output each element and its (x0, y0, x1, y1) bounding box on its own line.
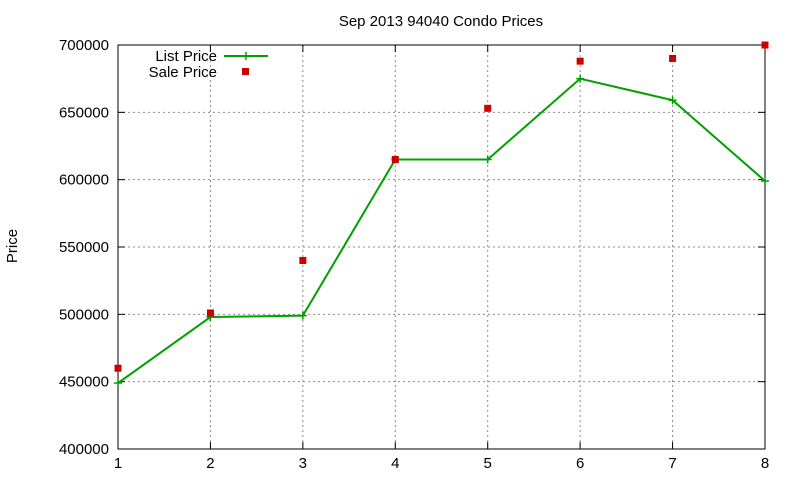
x-tick-label: 2 (206, 455, 214, 472)
x-tick-label: 6 (576, 455, 584, 472)
series-layer (114, 41, 769, 388)
x-tick-label: 7 (668, 455, 676, 472)
legend-label-sale-price: Sale Price (149, 64, 217, 81)
x-tick-label: 1 (114, 455, 122, 472)
y-tick-label: 600000 (59, 172, 109, 189)
list-price-line (117, 77, 766, 384)
list-price-point (761, 177, 769, 186)
sale-price-point (669, 54, 677, 62)
legend-marker-sale-price (242, 68, 249, 75)
list-price-point (483, 155, 492, 164)
legend-label-list-price: List Price (155, 48, 217, 65)
sale-price-point (114, 364, 122, 372)
plot-frame (117, 44, 766, 450)
y-tick-label: 450000 (59, 374, 109, 391)
chart-title: Sep 2013 94040 Condo Prices (339, 13, 543, 30)
legend: List Price Sale Price (149, 48, 268, 81)
x-tick-label: 8 (761, 455, 769, 472)
y-tick-label: 650000 (59, 104, 109, 121)
legend-marker-list-price (242, 52, 250, 60)
x-tick-label: 4 (391, 455, 399, 472)
sale-price-point (576, 57, 584, 65)
list-price-point (114, 379, 122, 388)
sale-price-point (484, 104, 492, 112)
sale-price-point (206, 309, 214, 317)
y-tick-label: 550000 (59, 239, 109, 256)
x-tick-label: 5 (484, 455, 492, 472)
sale-price-point (391, 155, 399, 163)
sale-price-point (299, 256, 307, 264)
y-tick-label: 700000 (59, 37, 109, 54)
gridlines (118, 45, 765, 449)
list-price-point (298, 311, 307, 320)
y-axis-label: Price (4, 229, 21, 263)
list-price-point (668, 96, 677, 105)
y-tick-label: 500000 (59, 306, 109, 323)
axis-ticks: 1 2 3 4 5 6 7 8 400000 450000 500000 550000 600000 65… (59, 37, 769, 472)
sale-price-point (761, 41, 769, 49)
list-price-point (576, 74, 585, 83)
y-tick-label: 400000 (59, 441, 109, 458)
x-tick-label: 3 (299, 455, 307, 472)
